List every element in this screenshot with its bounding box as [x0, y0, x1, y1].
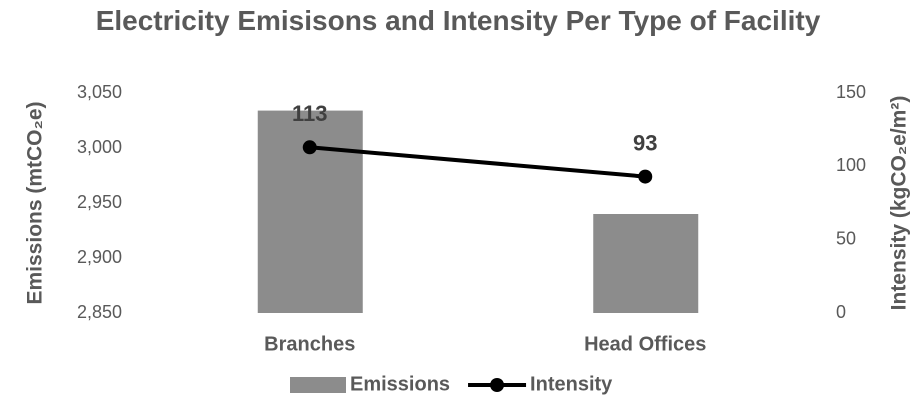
data-label: 93 — [633, 130, 657, 155]
y-tick-label: 3,000 — [77, 137, 122, 157]
legend-label: Emissions — [350, 373, 450, 395]
legend-swatch-marker — [490, 378, 505, 392]
data-label: 113 — [292, 101, 328, 126]
y2-tick-label: 50 — [836, 228, 856, 248]
x-tick-label: Branches — [264, 333, 355, 355]
line-marker — [638, 169, 653, 184]
y2-tick-label: 0 — [836, 302, 846, 322]
line-marker — [302, 140, 317, 155]
legend-swatch — [290, 377, 346, 393]
chart-title: Electricity Emisisons and Intensity Per … — [95, 5, 821, 36]
y-axis-title: Emissions (mtCO₂e) — [24, 101, 47, 304]
bar — [593, 214, 699, 313]
legend-label: Intensity — [530, 373, 613, 395]
y-tick-label: 2,900 — [77, 247, 122, 267]
x-tick-label: Head Offices — [584, 333, 706, 355]
y-tick-label: 2,950 — [77, 192, 122, 212]
y2-tick-label: 150 — [836, 82, 866, 102]
y2-tick-label: 100 — [836, 155, 866, 175]
y-tick-label: 2,850 — [77, 302, 122, 322]
y-tick-label: 3,050 — [77, 82, 122, 102]
line — [309, 145, 646, 179]
y2-axis-title: Intensity (kgCO₂e/m²) — [888, 96, 911, 311]
